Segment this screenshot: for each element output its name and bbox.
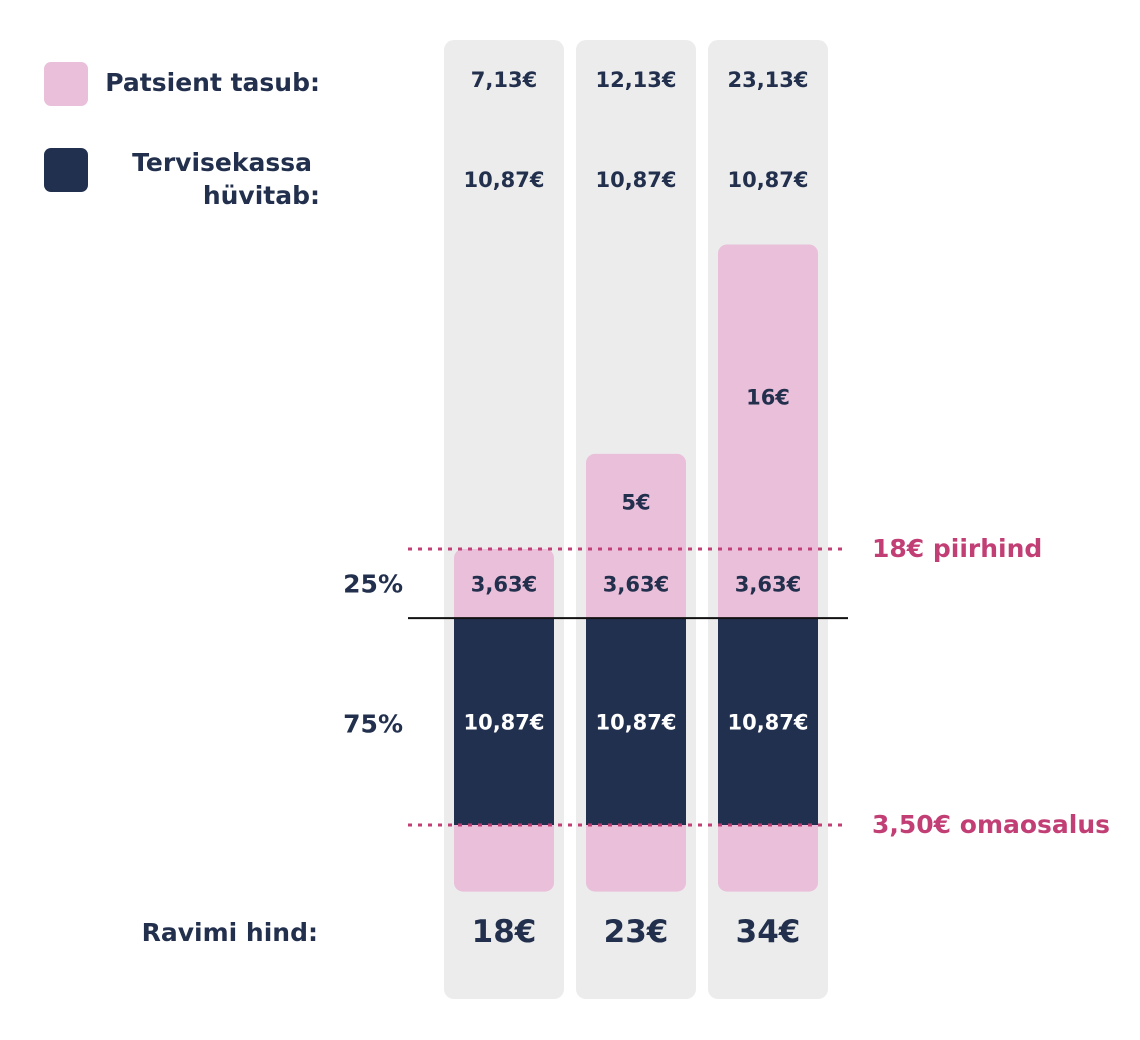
patient-total-label: 23,13€: [727, 68, 808, 92]
legend-patient-label: Patsient tasub:: [105, 68, 320, 97]
data-label-patient-above: 16€: [746, 386, 790, 410]
insurer-total-label: 10,87€: [727, 168, 808, 192]
patient-total-label: 7,13€: [471, 68, 537, 92]
category-label: 23€: [604, 914, 669, 950]
category-label: 18€: [472, 914, 537, 950]
data-label-patient-25: 3,63€: [603, 573, 669, 597]
bar-insurer: [718, 618, 818, 825]
data-label-insurer: 10,87€: [595, 711, 676, 735]
bar-insurer: [586, 618, 686, 825]
data-label-insurer: 10,87€: [727, 711, 808, 735]
data-label-patient-above: 5€: [621, 490, 650, 514]
insurer-total-label: 10,87€: [595, 168, 676, 192]
patient-total-label: 12,13€: [595, 68, 676, 92]
x-axis-label: Ravimi hind:: [142, 918, 318, 947]
reference-line-label: 3,50€ omaosalus: [872, 810, 1110, 839]
bar-insurer: [454, 618, 554, 825]
data-label-insurer: 10,87€: [463, 711, 544, 735]
legend-insurer-label: Tervisekassa hüvitab:: [132, 146, 320, 212]
legend-insurer-swatch: [44, 148, 88, 192]
percent-label-25: 25%: [343, 570, 403, 599]
legend-insurer-label-line2: hüvitab:: [202, 181, 320, 210]
legend-insurer-label-line1: Tervisekassa: [132, 148, 312, 177]
legend-patient-swatch: [44, 62, 88, 106]
category-label: 34€: [736, 914, 801, 950]
insurer-total-label: 10,87€: [463, 168, 544, 192]
reference-line-label: 18€ piirhind: [872, 534, 1042, 563]
data-label-patient-25: 3,63€: [471, 573, 537, 597]
percent-label-75: 75%: [343, 710, 403, 739]
data-label-patient-25: 3,63€: [735, 573, 801, 597]
